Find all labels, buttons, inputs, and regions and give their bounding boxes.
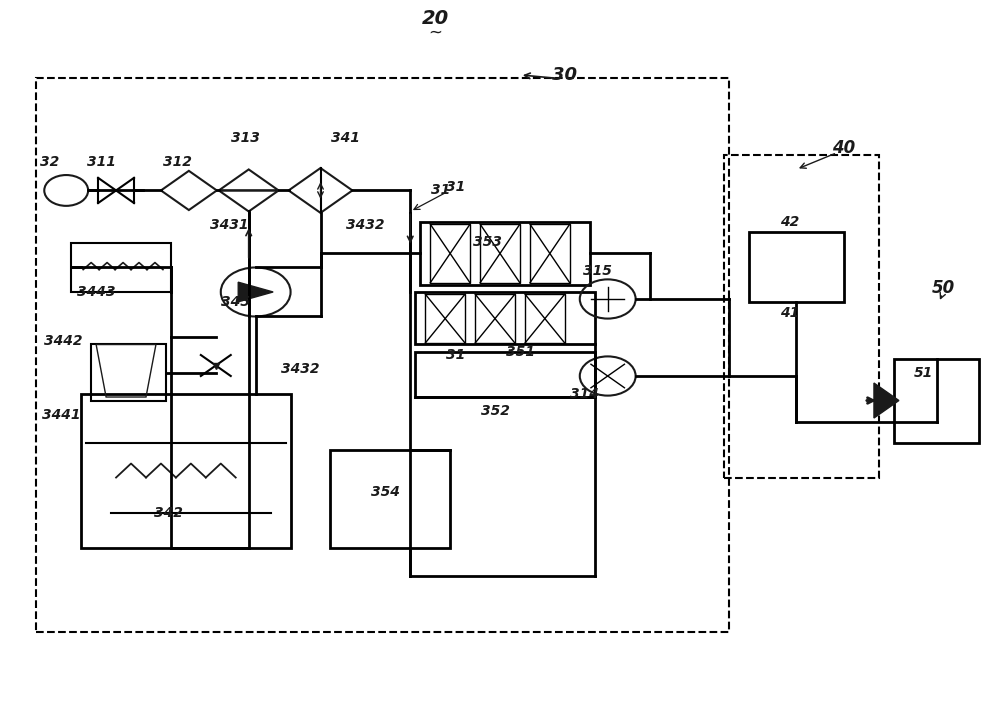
Text: 40: 40 <box>832 139 856 157</box>
Text: 20: 20 <box>422 9 449 28</box>
Text: 50: 50 <box>932 280 955 297</box>
Text: 353: 353 <box>473 235 501 249</box>
Text: 345: 345 <box>221 295 250 309</box>
Text: 351: 351 <box>506 344 534 359</box>
Polygon shape <box>238 282 273 302</box>
Text: 315: 315 <box>583 264 612 278</box>
Text: 31: 31 <box>431 183 450 198</box>
Text: 313: 313 <box>231 131 260 145</box>
Text: 3432: 3432 <box>281 362 320 376</box>
Text: 3443: 3443 <box>77 285 115 299</box>
Text: 31: 31 <box>446 348 465 362</box>
Text: 341: 341 <box>331 131 360 145</box>
Text: ~: ~ <box>428 24 442 42</box>
Text: 32: 32 <box>40 155 59 169</box>
Text: 352: 352 <box>481 404 509 418</box>
Text: 31: 31 <box>446 180 465 194</box>
Text: 41: 41 <box>780 306 799 320</box>
Text: 51: 51 <box>914 366 933 380</box>
Text: 3432: 3432 <box>346 219 385 233</box>
Text: 314: 314 <box>570 387 599 401</box>
Text: 3442: 3442 <box>44 334 82 348</box>
Text: 342: 342 <box>154 505 183 520</box>
Text: 311: 311 <box>87 155 116 169</box>
Polygon shape <box>874 383 899 418</box>
Text: 3431: 3431 <box>210 219 248 233</box>
Text: 354: 354 <box>371 484 400 498</box>
Text: 42: 42 <box>780 215 799 229</box>
Text: 30: 30 <box>552 66 577 84</box>
Text: 312: 312 <box>163 155 192 169</box>
Text: 3441: 3441 <box>42 408 80 422</box>
